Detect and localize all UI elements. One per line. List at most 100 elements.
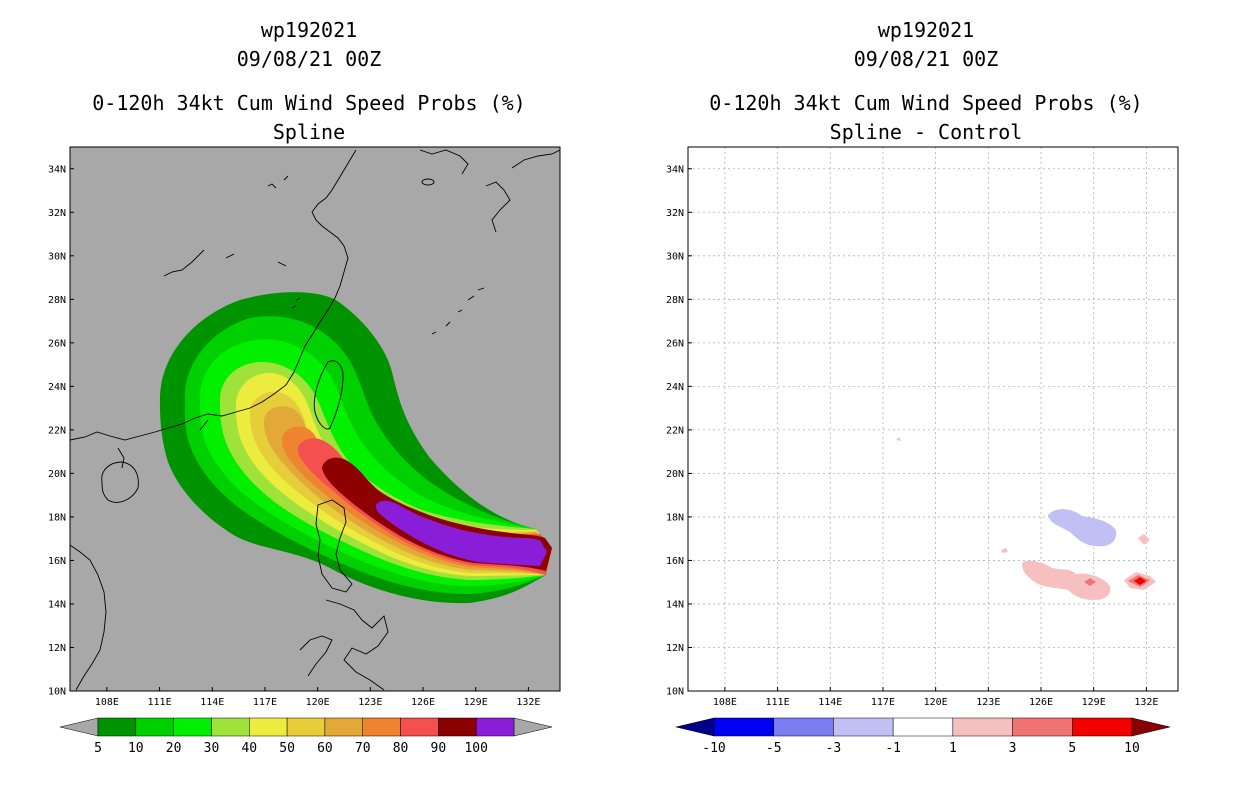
colorbar-label: 40 xyxy=(241,741,257,756)
left-map-frame xyxy=(69,146,561,692)
lat-tick-label: 10N xyxy=(666,687,684,698)
lat-tick-label: 10N xyxy=(48,687,66,698)
inland-lakes xyxy=(163,249,287,431)
colorbar-swatch xyxy=(773,717,834,737)
colorbar-swatch xyxy=(400,717,439,737)
prob-band-100 xyxy=(376,500,547,566)
colorbar-swatch xyxy=(892,717,954,737)
luzon xyxy=(315,499,353,593)
lon-tick-label: 120E xyxy=(306,697,330,708)
left-product-title: 0-120h 34kt Cum Wind Speed Probs (%) xyxy=(92,91,525,115)
right-panel: wp192021 09/08/21 00Z 0-120h 34kt Cum Wi… xyxy=(666,18,1179,756)
hainan-island xyxy=(101,461,139,503)
colorbar-label: 5 xyxy=(94,741,102,756)
negative-difference-blob xyxy=(1048,509,1117,547)
positive-difference-speck-3 xyxy=(1001,548,1008,553)
left-probability-field xyxy=(159,292,552,604)
lon-tick-label: 114E xyxy=(200,697,224,708)
lat-tick-label: 26N xyxy=(666,338,684,349)
colorbar-low-cap xyxy=(675,717,715,737)
colorbar-swatch xyxy=(286,717,326,737)
lat-tick-label: 28N xyxy=(666,295,684,306)
colorbar-swatch xyxy=(173,717,212,737)
left-datetime: 09/08/21 00Z xyxy=(237,47,382,71)
zhoushan-islands xyxy=(267,175,301,309)
colorbar-label: -3 xyxy=(826,741,842,756)
korea xyxy=(419,149,469,175)
lat-tick-label: 26N xyxy=(48,338,66,349)
colorbar-label: 10 xyxy=(128,741,144,756)
positive-difference-core-east xyxy=(1134,577,1146,585)
lat-tick-label: 30N xyxy=(48,251,66,262)
lat-tick-label: 12N xyxy=(666,643,684,654)
lon-tick-label: 123E xyxy=(358,697,382,708)
colorbar-label: 20 xyxy=(166,741,182,756)
lat-tick-label: 22N xyxy=(48,425,66,436)
colorbar-swatch xyxy=(1012,717,1073,737)
jeju-island xyxy=(421,178,435,186)
lat-tick-label: 18N xyxy=(48,512,66,523)
colorbar-label: 30 xyxy=(204,741,220,756)
lon-tick-label: 120E xyxy=(924,697,948,708)
mindanao-west xyxy=(299,635,333,677)
left-axis-ticks: 34N 32N 30N 28N 26N 24N 22N 20N 18N 16N 14N 12N 10N 1… xyxy=(48,164,540,708)
positive-difference-core-west xyxy=(1084,578,1096,586)
colorbar-label: 50 xyxy=(279,741,295,756)
leizhou-peninsula xyxy=(117,447,125,469)
lat-tick-label: 18N xyxy=(666,512,684,523)
lat-tick-label: 34N xyxy=(666,164,684,175)
lat-tick-label: 34N xyxy=(48,164,66,175)
right-map-frame xyxy=(687,146,1179,692)
lat-tick-label: 24N xyxy=(666,382,684,393)
lon-tick-label: 108E xyxy=(95,697,119,708)
colorbar-label: 70 xyxy=(355,741,371,756)
right-map-background xyxy=(688,147,1178,691)
lon-tick-label: 129E xyxy=(1082,697,1106,708)
lat-tick-label: 32N xyxy=(666,208,684,219)
left-coastlines xyxy=(70,149,560,691)
lat-tick-label: 32N xyxy=(48,208,66,219)
lat-tick-label: 28N xyxy=(48,295,66,306)
lon-tick-label: 111E xyxy=(766,697,790,708)
lon-tick-label: 129E xyxy=(464,697,488,708)
lon-tick-label: 111E xyxy=(148,697,172,708)
lon-tick-label: 117E xyxy=(253,697,277,708)
right-storm-id: wp192021 xyxy=(878,18,974,42)
lon-tick-label: 108E xyxy=(713,697,737,708)
colorbar-swatch xyxy=(1072,717,1133,737)
right-gridlines xyxy=(688,147,1178,691)
colorbar-swatch xyxy=(362,717,401,737)
left-colorbar: 5 10 20 30 40 50 60 70 80 90 100 xyxy=(59,717,553,756)
japan-honshu xyxy=(511,149,560,169)
lat-tick-label: 22N xyxy=(666,425,684,436)
lon-tick-label: 132E xyxy=(516,697,540,708)
lon-tick-label: 117E xyxy=(871,697,895,708)
visayas xyxy=(325,599,389,691)
lat-tick-label: 20N xyxy=(48,469,66,480)
lat-tick-label: 12N xyxy=(48,643,66,654)
vietnam-coast xyxy=(70,544,107,691)
colorbar-label: 10 xyxy=(1124,741,1140,756)
colorbar-swatch xyxy=(135,717,174,737)
ryukyu-islands xyxy=(431,287,485,335)
colorbar-label: 5 xyxy=(1068,741,1076,756)
colorbar-swatch xyxy=(475,717,515,737)
colorbar-label: -10 xyxy=(702,741,725,756)
colorbar-swatch xyxy=(438,717,477,737)
left-storm-id: wp192021 xyxy=(261,18,357,42)
right-product-title: 0-120h 34kt Cum Wind Speed Probs (%) xyxy=(709,91,1142,115)
colorbar-label: 60 xyxy=(317,741,333,756)
taiwan xyxy=(313,360,344,430)
lon-tick-label: 126E xyxy=(411,697,435,708)
colorbar-swatch xyxy=(249,717,288,737)
lat-tick-label: 16N xyxy=(666,556,684,567)
lat-tick-label: 20N xyxy=(666,469,684,480)
colorbar-label: -5 xyxy=(766,741,782,756)
colorbar-high-cap xyxy=(1131,717,1171,737)
lon-tick-label: 123E xyxy=(976,697,1000,708)
positive-difference-blob-west xyxy=(1022,560,1111,600)
colorbar-label: 90 xyxy=(431,741,447,756)
lat-tick-label: 14N xyxy=(666,599,684,610)
right-datetime: 09/08/21 00Z xyxy=(854,47,999,71)
lat-tick-label: 14N xyxy=(48,599,66,610)
